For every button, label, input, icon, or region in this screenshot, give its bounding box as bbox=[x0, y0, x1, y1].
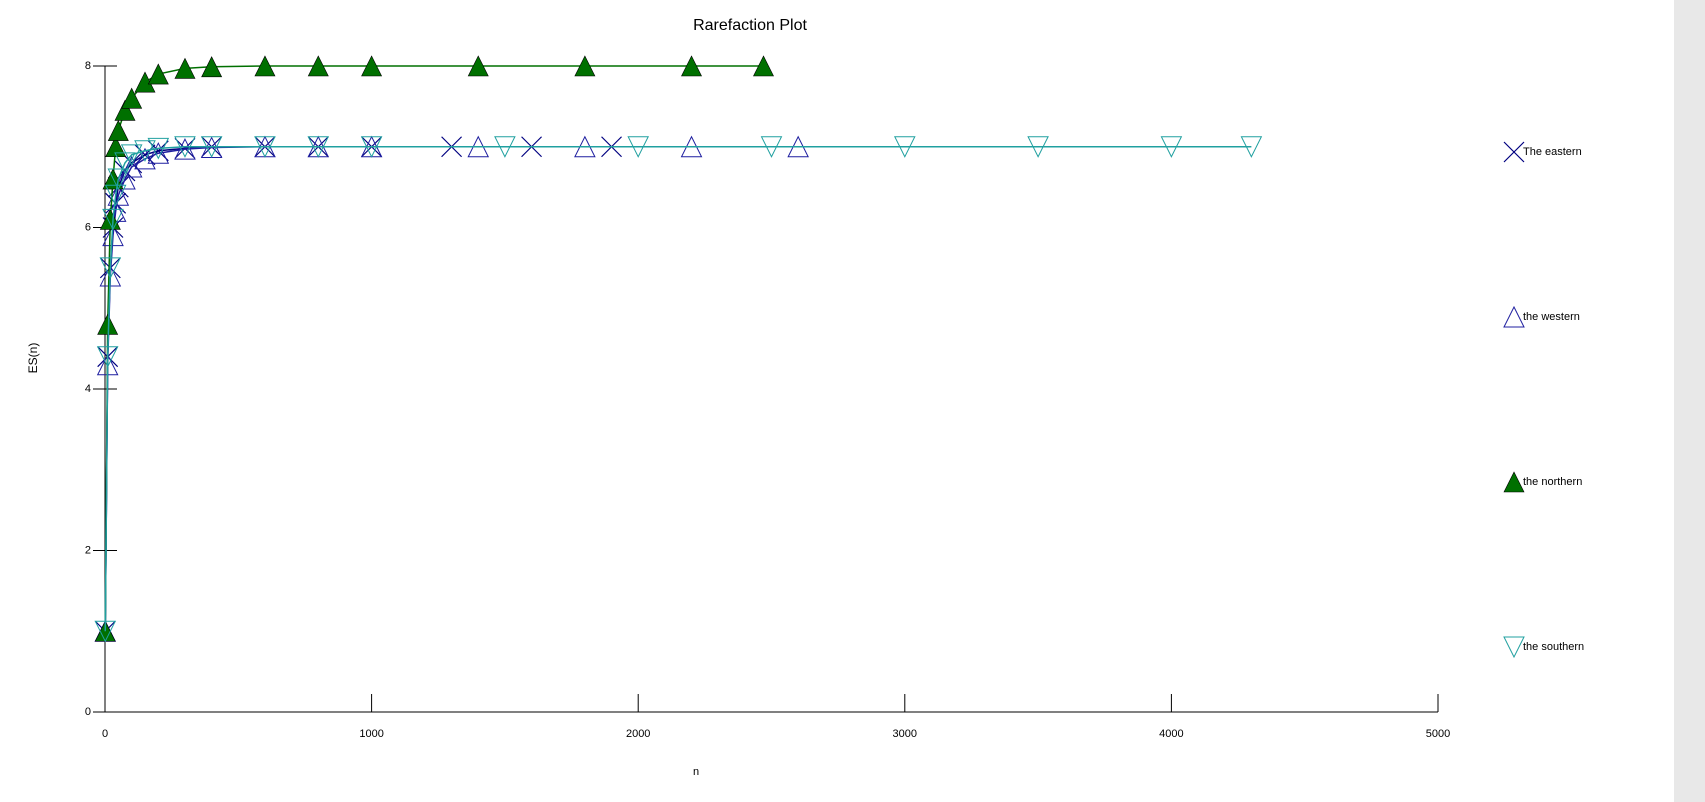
data-point bbox=[174, 137, 196, 159]
x-tick-label: 1000 bbox=[359, 728, 383, 740]
data-point bbox=[107, 119, 129, 141]
data-point bbox=[307, 136, 330, 158]
x-axis-label: n bbox=[693, 766, 699, 778]
y-tick-label: 6 bbox=[85, 221, 91, 233]
x-tick-label: 4000 bbox=[1159, 728, 1183, 740]
x-tick-label: 5000 bbox=[1426, 728, 1450, 740]
data-point bbox=[254, 136, 276, 158]
data-point bbox=[114, 152, 136, 175]
series-line bbox=[104, 146, 1252, 632]
data-point bbox=[120, 144, 143, 166]
data-point bbox=[494, 136, 516, 158]
data-point bbox=[360, 136, 383, 158]
data-point bbox=[107, 168, 130, 191]
data-point bbox=[134, 140, 156, 162]
data-point bbox=[201, 56, 223, 78]
data-point bbox=[307, 55, 329, 77]
data-point bbox=[99, 257, 122, 279]
data-point bbox=[1027, 136, 1049, 158]
legend-marker bbox=[1503, 305, 1525, 328]
series-line bbox=[104, 146, 612, 632]
data-point bbox=[104, 184, 127, 207]
data-point bbox=[174, 136, 196, 158]
data-point bbox=[361, 55, 383, 77]
data-point bbox=[147, 63, 169, 85]
y-tick-label: 4 bbox=[85, 383, 91, 395]
data-point bbox=[114, 99, 136, 121]
legend-label: the western bbox=[1523, 311, 1580, 323]
data-point bbox=[121, 87, 143, 109]
data-point bbox=[99, 208, 121, 230]
data-point bbox=[254, 55, 276, 77]
chart-title: Rarefaction Plot bbox=[693, 17, 807, 34]
data-point bbox=[114, 167, 136, 190]
data-point bbox=[627, 136, 650, 158]
data-point bbox=[467, 55, 489, 77]
data-point bbox=[574, 55, 596, 77]
data-point bbox=[893, 136, 916, 158]
data-point bbox=[200, 136, 223, 158]
series-line bbox=[104, 65, 764, 632]
legend-marker bbox=[1503, 141, 1525, 163]
data-point bbox=[105, 136, 127, 158]
data-point bbox=[1240, 136, 1263, 158]
x-tick-label: 3000 bbox=[893, 728, 917, 740]
data-point bbox=[174, 138, 196, 160]
y-tick-label: 0 bbox=[85, 706, 91, 718]
data-point bbox=[760, 136, 783, 158]
data-point bbox=[753, 55, 774, 77]
data-point bbox=[102, 208, 124, 231]
data-point bbox=[681, 55, 703, 77]
legend-marker bbox=[1503, 636, 1525, 659]
legend-label: The eastern bbox=[1523, 146, 1582, 158]
data-point bbox=[97, 313, 119, 335]
y-tick-label: 8 bbox=[85, 60, 91, 72]
data-point bbox=[102, 224, 124, 247]
x-tick-label: 2000 bbox=[626, 728, 650, 740]
series-line bbox=[104, 146, 799, 632]
data-point bbox=[174, 57, 196, 79]
scrollbar[interactable] bbox=[1674, 0, 1705, 802]
data-point bbox=[147, 142, 170, 164]
data-point bbox=[120, 155, 143, 178]
legend-marker bbox=[1503, 471, 1525, 493]
data-point bbox=[1160, 136, 1183, 158]
x-tick-label: 0 bbox=[102, 728, 108, 740]
data-point bbox=[147, 137, 170, 160]
legend-label: the northern bbox=[1523, 476, 1582, 488]
legend-label: the southern bbox=[1523, 641, 1584, 653]
data-point bbox=[94, 620, 117, 643]
data-point bbox=[96, 346, 119, 368]
y-axis-label: ES(n) bbox=[26, 343, 40, 374]
y-tick-label: 2 bbox=[85, 544, 91, 556]
data-point bbox=[107, 184, 130, 206]
